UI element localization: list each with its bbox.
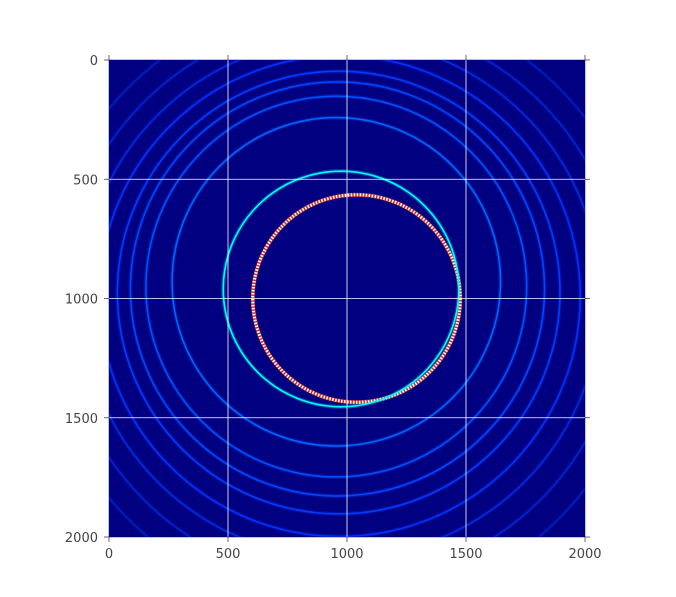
x-axis-tick-labels: 0 500 1000 1500 2000 — [105, 547, 602, 562]
x-tick-label: 0 — [105, 547, 113, 562]
ring-6 — [109, 60, 581, 537]
axis-ticks — [104, 55, 590, 542]
x-tick-label: 1500 — [449, 547, 482, 562]
x-tick-label: 500 — [216, 547, 241, 562]
y-tick-label: 1000 — [65, 293, 98, 308]
grid-lines — [109, 60, 585, 537]
y-tick-label: 500 — [73, 173, 98, 188]
y-tick-label: 2000 — [65, 531, 98, 546]
x-tick-label: 1000 — [330, 547, 363, 562]
x-tick-label: 2000 — [568, 547, 601, 562]
y-tick-label: 0 — [90, 54, 98, 69]
ring-1 — [222, 170, 460, 408]
ring-5 — [116, 70, 561, 515]
y-tick-label: 1500 — [65, 412, 98, 427]
ring-2 — [171, 116, 502, 447]
plot-area — [104, 55, 590, 542]
plot-frame — [108, 59, 586, 538]
ring-4 — [129, 81, 546, 497]
y-axis-tick-labels: 0 500 1000 1500 2000 — [65, 54, 98, 546]
ring-3 — [145, 95, 528, 478]
